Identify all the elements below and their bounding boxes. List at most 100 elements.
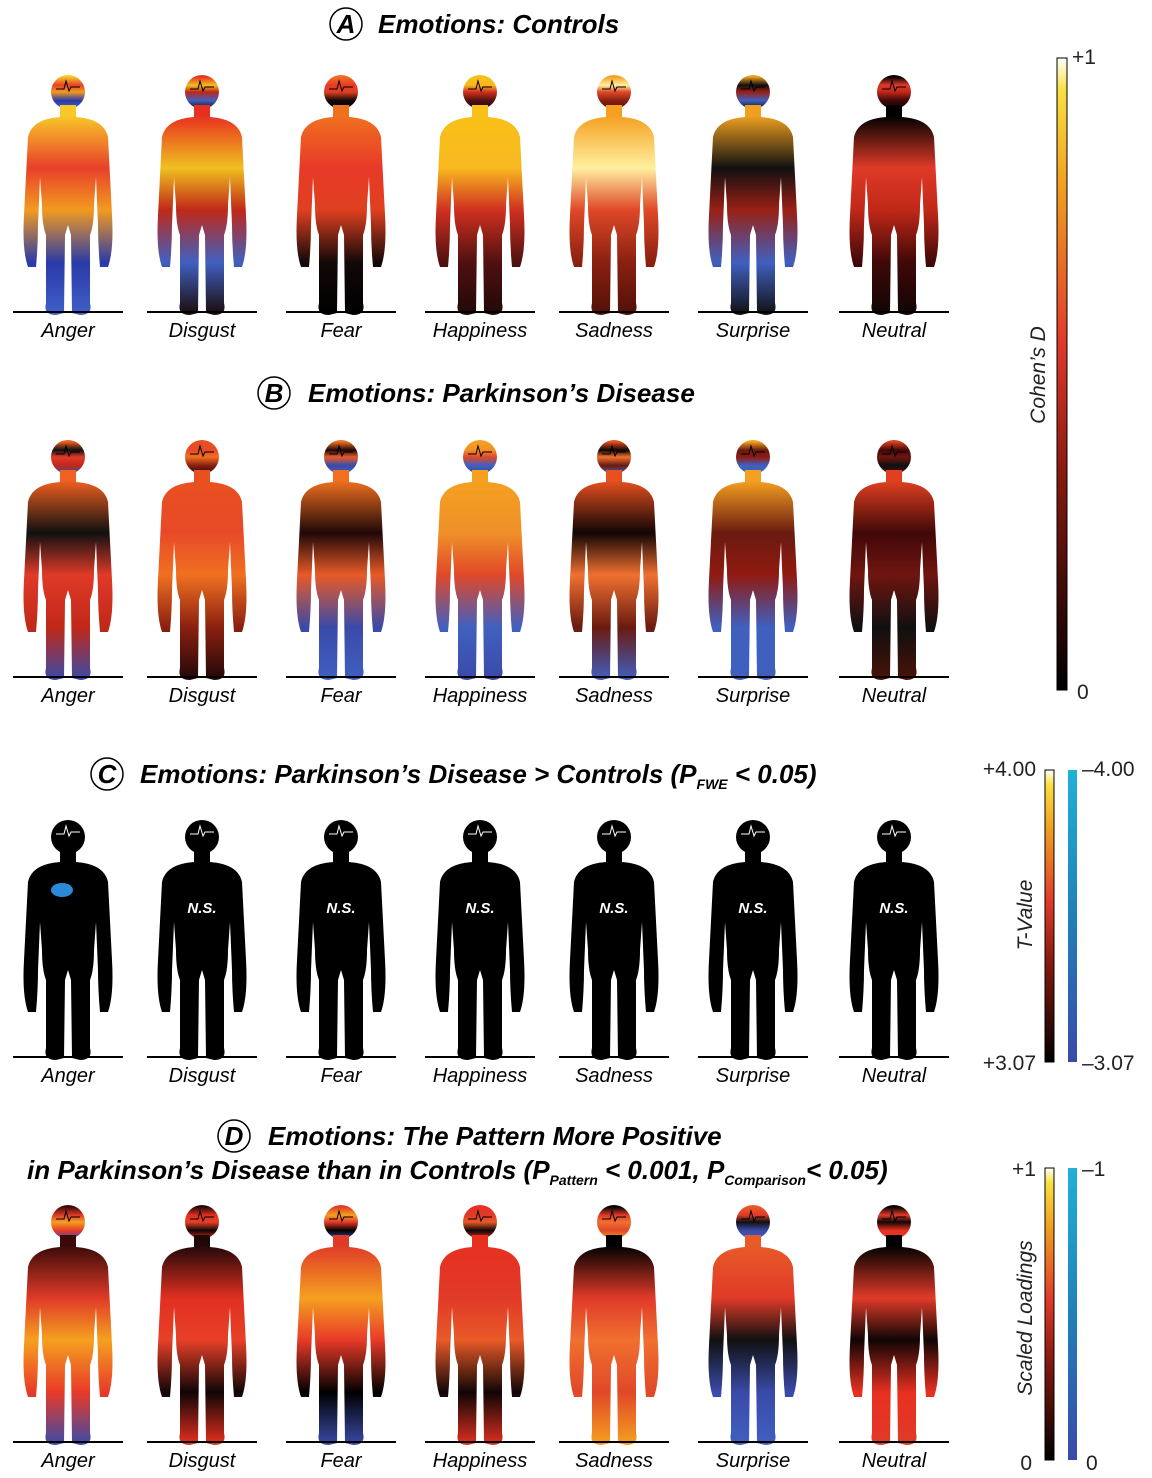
body-silhouette (708, 820, 798, 1060)
emotion-label: Anger (40, 320, 96, 342)
face-outline (741, 79, 765, 93)
emotion-label: Neutral (862, 1450, 927, 1472)
body-map (708, 75, 798, 315)
title-part: Emotions: Parkinson’s Disease > Controls… (140, 759, 683, 789)
face-outline (190, 824, 214, 838)
emotion-label: Fear (320, 1065, 362, 1087)
body-map: N.S. (708, 820, 798, 1060)
body-silhouette (435, 1205, 525, 1445)
colorbar-bottom: –3.07 (1082, 1052, 1135, 1075)
title-part: < 0.05) (806, 1155, 888, 1185)
body-silhouette (708, 75, 798, 315)
body-silhouette (435, 75, 525, 315)
emotion-label: Sadness (575, 685, 653, 707)
body-silhouette (849, 440, 939, 680)
face-outline (468, 824, 492, 838)
emotion-label: Neutral (862, 320, 927, 342)
emotion-label: Surprise (716, 1065, 790, 1087)
emotion-label: Happiness (433, 320, 528, 342)
body-map (296, 75, 386, 315)
emotion-label: Surprise (716, 320, 790, 342)
colorbar-top: –1 (1082, 1158, 1105, 1181)
body-silhouette (849, 820, 939, 1060)
panel-title: D Emotions: The Pattern More Positive in… (27, 1119, 888, 1188)
body-map (435, 1205, 525, 1445)
title-part: < 0.05) (728, 759, 817, 789)
body-map (569, 1205, 659, 1445)
colorbar-bottom: 0 (1020, 1452, 1032, 1473)
emotion-label: Surprise (716, 685, 790, 707)
colorbar-label: Scaled Loadings (1014, 1240, 1037, 1396)
body-silhouette (157, 1205, 247, 1445)
face-outline (741, 444, 765, 458)
body-silhouette (157, 75, 247, 315)
ns-label: N.S. (465, 900, 494, 917)
emotion-label: Fear (320, 320, 362, 342)
body-silhouette (849, 75, 939, 315)
emotion-label: Happiness (433, 1065, 528, 1087)
ns-label: N.S. (326, 900, 355, 917)
body-map (569, 440, 659, 680)
face-outline (56, 1209, 80, 1223)
title-part: P (707, 1155, 725, 1185)
emotion-label: Anger (40, 1065, 96, 1087)
colorbar-bottom: +3.07 (983, 1052, 1036, 1075)
title-part: in Parkinson’s Disease than in Controls … (27, 1155, 536, 1185)
face-outline (468, 1209, 492, 1223)
body-silhouette (23, 75, 113, 315)
body-map (849, 75, 939, 315)
body-map (23, 820, 113, 1060)
emotion-label: Sadness (575, 320, 653, 342)
ns-label: N.S. (738, 900, 767, 917)
panel-title: A Emotions: Controls (329, 7, 619, 41)
body-silhouette (296, 75, 386, 315)
body-map: N.S. (296, 820, 386, 1060)
panel-letter: D (225, 1121, 244, 1151)
body-map (435, 75, 525, 315)
panel-title: B Emotions: Parkinson’s Disease (257, 376, 695, 410)
face-outline (56, 79, 80, 93)
face-outline (56, 824, 80, 838)
ns-label: N.S. (879, 900, 908, 917)
body-map (157, 1205, 247, 1445)
emotion-label: Anger (40, 1450, 96, 1472)
ns-label: N.S. (599, 900, 628, 917)
emotion-label: Neutral (862, 685, 927, 707)
body-map (157, 75, 247, 315)
title-text: Emotions: The Pattern More Positive (268, 1121, 722, 1151)
body-silhouette (23, 1205, 113, 1445)
face-outline (741, 1209, 765, 1223)
face-outline (602, 79, 626, 93)
body-map (23, 440, 113, 680)
emotion-label: Fear (320, 1450, 362, 1472)
body-silhouette (157, 440, 247, 680)
panel-letter: C (98, 759, 118, 789)
body-map (296, 440, 386, 680)
colorbar-positive (1044, 1167, 1055, 1461)
title-part: < 0.001, (598, 1155, 707, 1185)
title-part: P (532, 1155, 550, 1185)
face-outline (56, 444, 80, 458)
panel-title: C Emotions: Parkinson’s Disease > Contro… (90, 757, 817, 792)
body-map: N.S. (435, 820, 525, 1060)
title-subscript: Pattern (550, 1172, 598, 1188)
body-silhouette (296, 440, 386, 680)
emotion-label: Happiness (433, 685, 528, 707)
title-subscript: FWE (697, 776, 729, 792)
body-silhouette (569, 440, 659, 680)
body-map: N.S. (849, 820, 939, 1060)
emotion-label: Disgust (169, 1450, 237, 1472)
face-outline (882, 1209, 906, 1223)
panel-letter: A (336, 9, 356, 39)
face-outline (190, 79, 214, 93)
panel-letter: B (265, 378, 284, 408)
ns-label: N.S. (187, 900, 216, 917)
title-text: Emotions: Controls (378, 9, 619, 39)
face-outline (329, 824, 353, 838)
body-map (435, 440, 525, 680)
emotion-label: Surprise (716, 1450, 790, 1472)
colorbar-bottom: 0 (1086, 1452, 1098, 1473)
body-map (849, 440, 939, 680)
face-outline (602, 824, 626, 838)
emotion-label: Fear (320, 685, 362, 707)
